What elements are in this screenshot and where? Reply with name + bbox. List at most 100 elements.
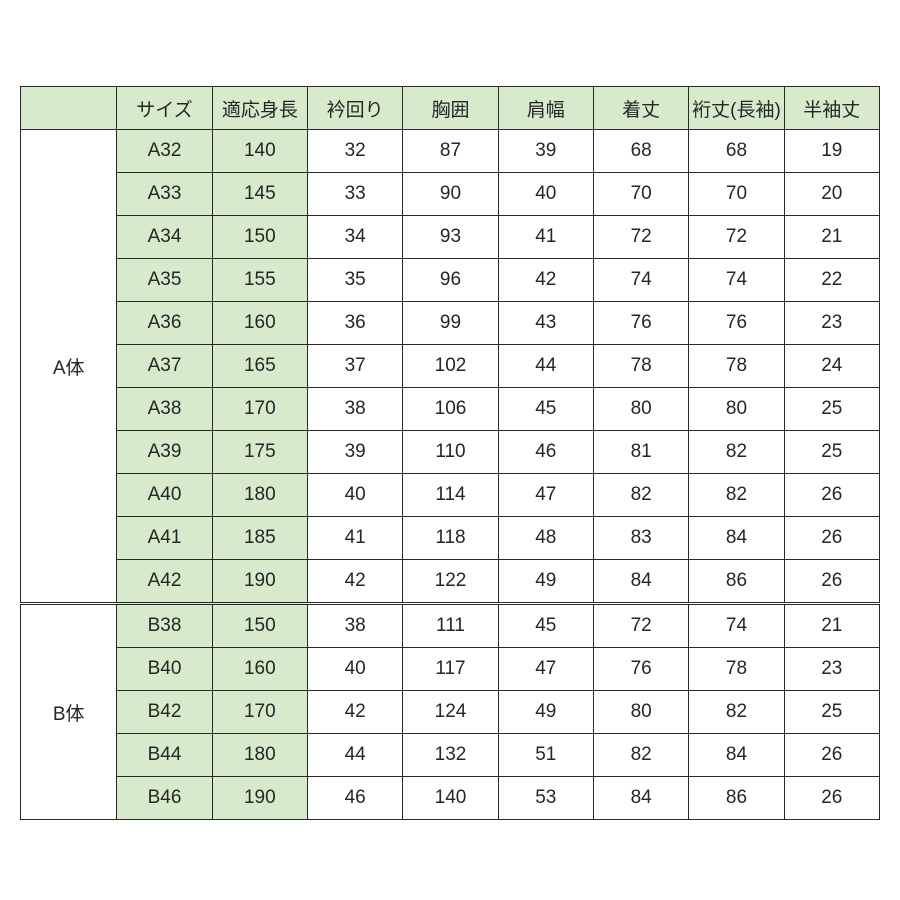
table-row: A401804011447828226	[21, 474, 880, 517]
cell: 114	[403, 474, 498, 517]
cell: 96	[403, 259, 498, 302]
col-header-height: 適応身長	[212, 87, 307, 130]
cell: 80	[593, 388, 688, 431]
cell: 32	[307, 130, 402, 173]
cell: 124	[403, 691, 498, 734]
cell: 35	[307, 259, 402, 302]
cell: 76	[593, 648, 688, 691]
cell: B42	[117, 691, 212, 734]
cell: 83	[593, 517, 688, 560]
cell: 84	[689, 517, 784, 560]
cell: 81	[593, 431, 688, 474]
cell: 180	[212, 734, 307, 777]
cell: 51	[498, 734, 593, 777]
cell: B38	[117, 604, 212, 648]
cell: 38	[307, 388, 402, 431]
col-header-chest: 胸囲	[403, 87, 498, 130]
cell: 46	[498, 431, 593, 474]
cell: 41	[498, 216, 593, 259]
cell: 170	[212, 388, 307, 431]
cell: 110	[403, 431, 498, 474]
cell: 84	[689, 734, 784, 777]
table-row: A371653710244787824	[21, 345, 880, 388]
cell: A40	[117, 474, 212, 517]
col-header-sleeve-long: 裄丈(長袖)	[689, 87, 784, 130]
cell: 24	[784, 345, 879, 388]
cell: 42	[307, 560, 402, 604]
cell: 48	[498, 517, 593, 560]
cell: 26	[784, 474, 879, 517]
cell: 21	[784, 604, 879, 648]
cell: 170	[212, 691, 307, 734]
cell: 70	[593, 173, 688, 216]
cell: 43	[498, 302, 593, 345]
col-header-size: サイズ	[117, 87, 212, 130]
table-row: A36160369943767623	[21, 302, 880, 345]
cell: 86	[689, 777, 784, 820]
cell: 68	[689, 130, 784, 173]
cell: 86	[689, 560, 784, 604]
cell: 90	[403, 173, 498, 216]
cell: 82	[689, 431, 784, 474]
cell: 68	[593, 130, 688, 173]
cell: 165	[212, 345, 307, 388]
cell: A32	[117, 130, 212, 173]
cell: B44	[117, 734, 212, 777]
table-row: B441804413251828426	[21, 734, 880, 777]
cell: 39	[307, 431, 402, 474]
table-row: A35155359642747422	[21, 259, 880, 302]
cell: A37	[117, 345, 212, 388]
cell: 82	[689, 474, 784, 517]
cell: 76	[593, 302, 688, 345]
cell: A38	[117, 388, 212, 431]
cell: 80	[689, 388, 784, 431]
cell: 145	[212, 173, 307, 216]
cell: 74	[593, 259, 688, 302]
cell: 78	[689, 345, 784, 388]
table-row: A体A32140328739686819	[21, 130, 880, 173]
cell: 99	[403, 302, 498, 345]
cell: 44	[498, 345, 593, 388]
cell: 132	[403, 734, 498, 777]
cell: 53	[498, 777, 593, 820]
table-row: A391753911046818225	[21, 431, 880, 474]
cell: 175	[212, 431, 307, 474]
cell: 140	[212, 130, 307, 173]
cell: 78	[593, 345, 688, 388]
cell: 70	[689, 173, 784, 216]
cell: 84	[593, 777, 688, 820]
cell: 25	[784, 388, 879, 431]
table-row: B461904614053848626	[21, 777, 880, 820]
cell: 26	[784, 517, 879, 560]
cell: 42	[498, 259, 593, 302]
cell: 33	[307, 173, 402, 216]
cell: 74	[689, 259, 784, 302]
table-row: A411854111848838426	[21, 517, 880, 560]
col-header-blank	[21, 87, 117, 130]
cell: 26	[784, 777, 879, 820]
col-header-shoulder: 肩幅	[498, 87, 593, 130]
table-row: A381703810645808025	[21, 388, 880, 431]
cell: 122	[403, 560, 498, 604]
table-row: A33145339040707020	[21, 173, 880, 216]
cell: 118	[403, 517, 498, 560]
group-label: A体	[21, 130, 117, 604]
cell: 111	[403, 604, 498, 648]
cell: 21	[784, 216, 879, 259]
cell: A34	[117, 216, 212, 259]
cell: 40	[307, 648, 402, 691]
cell: 46	[307, 777, 402, 820]
cell: 155	[212, 259, 307, 302]
cell: 41	[307, 517, 402, 560]
cell: B46	[117, 777, 212, 820]
cell: 117	[403, 648, 498, 691]
cell: 45	[498, 388, 593, 431]
cell: 190	[212, 560, 307, 604]
cell: 45	[498, 604, 593, 648]
col-header-sleeve-short: 半袖丈	[784, 87, 879, 130]
cell: A41	[117, 517, 212, 560]
col-header-length: 着丈	[593, 87, 688, 130]
cell: 72	[593, 604, 688, 648]
size-chart-body: A体A32140328739686819A33145339040707020A3…	[21, 130, 880, 820]
cell: 106	[403, 388, 498, 431]
